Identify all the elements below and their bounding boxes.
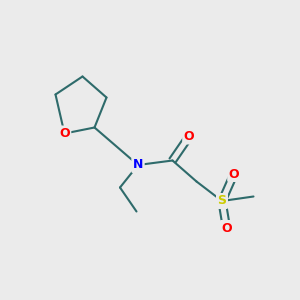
Text: N: N <box>133 158 143 172</box>
Text: O: O <box>221 221 232 235</box>
Text: O: O <box>184 130 194 143</box>
Text: S: S <box>218 194 226 208</box>
Text: O: O <box>229 167 239 181</box>
Text: O: O <box>59 127 70 140</box>
